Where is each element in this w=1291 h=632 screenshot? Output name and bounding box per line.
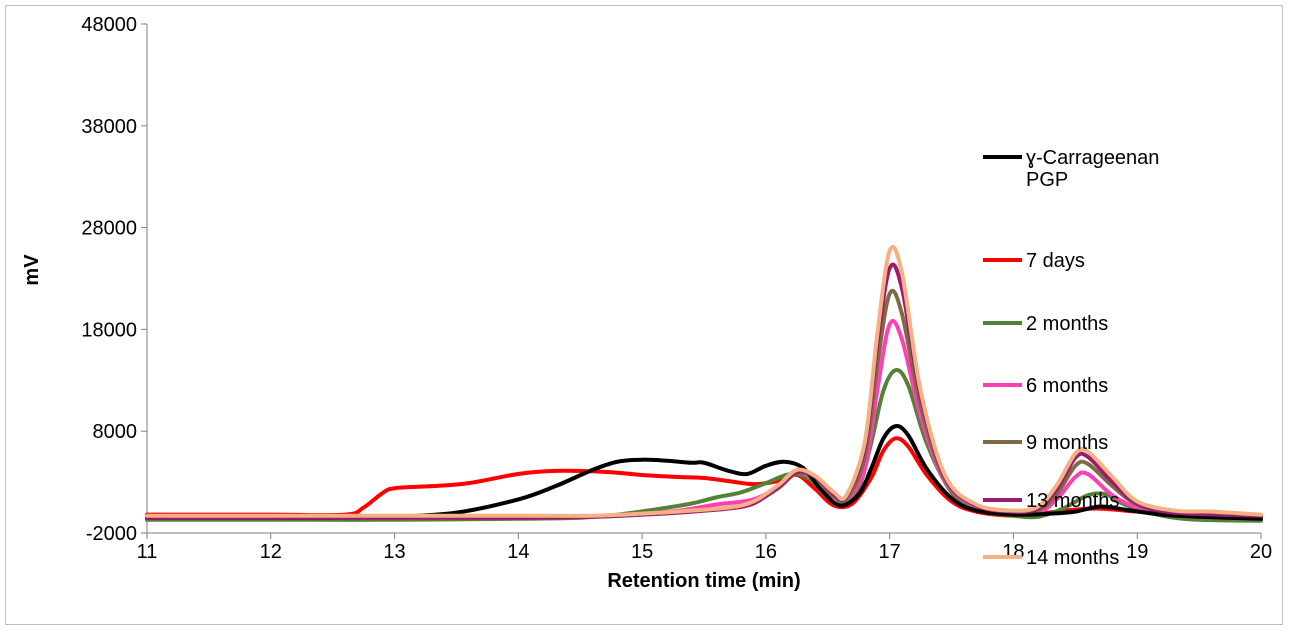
x-tick-label: 17 — [879, 541, 901, 563]
y-axis-title: mV — [21, 254, 43, 286]
y-tick-label: 8000 — [93, 421, 138, 443]
x-tick-label: 20 — [1250, 541, 1272, 563]
legend-label: 7 days — [1026, 250, 1085, 272]
series-layer — [145, 244, 1263, 523]
y-tick-label: -2000 — [86, 523, 137, 545]
x-tick-label: 16 — [755, 541, 777, 563]
axes: -2000 8000 18000 28000 38000 48000 11 12 13 14 15 1… — [81, 14, 1272, 563]
legend-label: ɣ-Carrageenan PGP — [1026, 147, 1159, 191]
y-tick-label: 18000 — [81, 319, 137, 341]
legend-label: 6 months — [1026, 375, 1108, 397]
y-tick-label: 48000 — [81, 14, 137, 36]
series-line-3 — [145, 318, 1263, 520]
x-tick-label: 19 — [1126, 541, 1148, 563]
x-tick-label: 11 — [137, 541, 158, 563]
legend-label: 14 months — [1026, 547, 1119, 569]
legend-label: 2 months — [1026, 313, 1108, 335]
x-tick-label: 13 — [383, 541, 405, 563]
x-tick-label: 15 — [631, 541, 653, 563]
y-tick-label: 38000 — [81, 116, 137, 138]
x-axis-title: Retention time (min) — [607, 570, 800, 592]
legend-label: 13 months — [1026, 490, 1119, 512]
x-tick-label: 14 — [507, 541, 529, 563]
legend: ɣ-Carrageenan PGP 7 days 2 months 6 months 9 … — [983, 147, 1159, 569]
x-tick-label: 18 — [1002, 541, 1024, 563]
legend-label: 9 months — [1026, 432, 1108, 454]
x-tick-label: 12 — [260, 541, 282, 563]
y-tick-label: 28000 — [81, 218, 137, 240]
series-line-6 — [145, 244, 1263, 518]
